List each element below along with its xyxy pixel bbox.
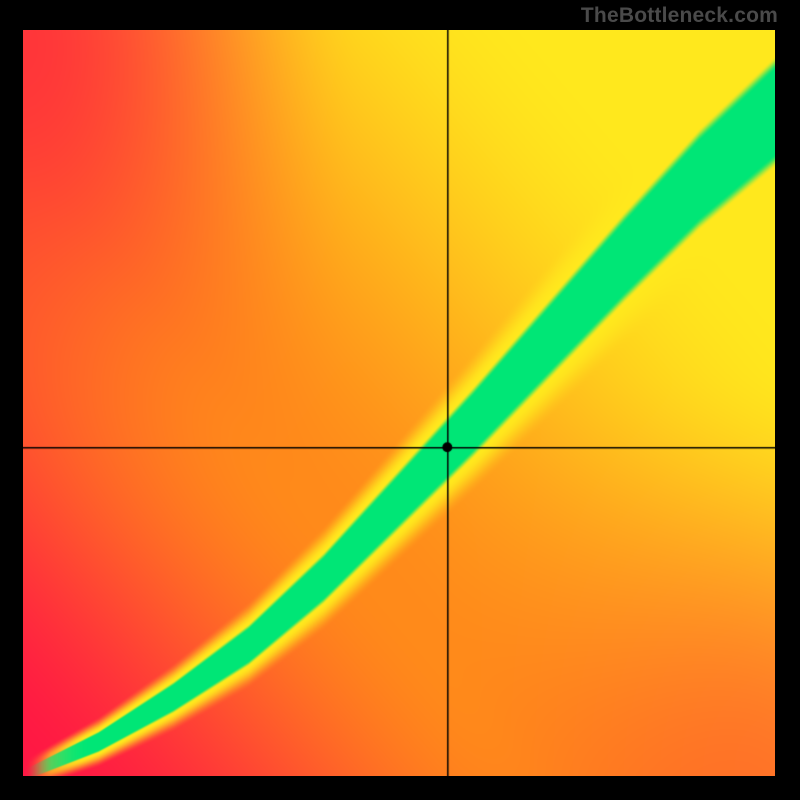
- chart-container: TheBottleneck.com: [0, 0, 800, 800]
- bottleneck-heatmap: [23, 30, 775, 776]
- watermark-text: TheBottleneck.com: [581, 4, 778, 28]
